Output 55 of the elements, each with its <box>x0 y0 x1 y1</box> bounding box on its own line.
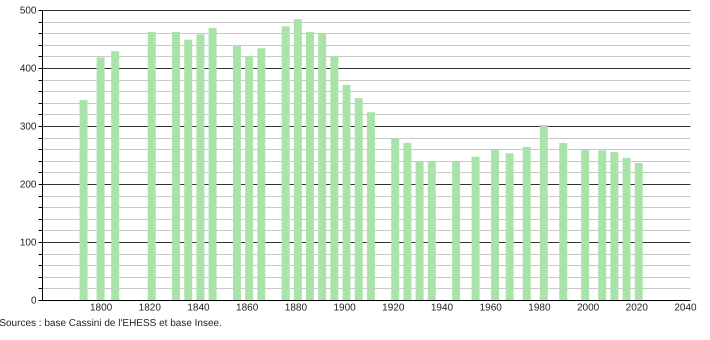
bar <box>472 156 480 300</box>
bar <box>403 142 412 300</box>
bar <box>196 34 204 300</box>
y-tick-label: 300 <box>20 122 37 132</box>
bar <box>452 161 460 300</box>
bar <box>634 163 643 300</box>
bar <box>330 56 338 300</box>
x-tick-label: 1980 <box>528 302 551 314</box>
bar <box>208 28 217 300</box>
y-tick-label: 500 <box>20 6 37 16</box>
bar <box>559 142 568 300</box>
bar <box>282 26 290 300</box>
x-tick-label: 1900 <box>333 302 356 314</box>
bar <box>232 45 241 300</box>
x-tick-label: 2000 <box>576 302 600 314</box>
bar <box>610 152 618 300</box>
bar <box>96 58 105 300</box>
x-tick-label: 2040 <box>674 302 698 314</box>
x-tick-label: 1880 <box>284 302 308 314</box>
bar <box>598 150 606 300</box>
bar <box>491 149 500 300</box>
bar <box>80 100 88 300</box>
bar <box>172 32 180 300</box>
source-note: Sources : base Cassini de l'EHESS et base Insee. <box>0 318 222 329</box>
bar <box>581 149 590 300</box>
bar <box>111 51 120 300</box>
bar <box>148 32 156 300</box>
bar <box>354 98 363 300</box>
bar <box>306 32 314 300</box>
x-tick-label: 2020 <box>626 302 648 314</box>
x-tick-label: 1920 <box>382 302 405 314</box>
x-tick-label: 1800 <box>90 302 113 314</box>
bar <box>318 33 326 300</box>
bar <box>366 112 375 300</box>
x-tick-label: 1960 <box>480 302 502 314</box>
bar <box>257 48 266 300</box>
y-tick-label: 100 <box>20 238 37 248</box>
bar <box>522 146 531 300</box>
bar <box>342 84 351 300</box>
bar <box>428 161 436 300</box>
bar <box>540 124 548 300</box>
y-tick-label: 200 <box>20 180 37 190</box>
bar <box>622 158 631 300</box>
x-tick-label: 1820 <box>138 302 162 314</box>
bar <box>506 153 514 300</box>
bar <box>294 19 302 300</box>
x-tick-label: 1940 <box>430 302 454 314</box>
y-tick-label: 400 <box>20 64 37 74</box>
bar <box>391 138 400 300</box>
bar <box>416 161 424 300</box>
x-tick-label: 1860 <box>236 302 259 314</box>
bar <box>245 56 254 300</box>
y-tick-label: 0 <box>30 296 37 306</box>
x-tick-label: 1840 <box>187 302 210 314</box>
bar <box>184 40 192 300</box>
